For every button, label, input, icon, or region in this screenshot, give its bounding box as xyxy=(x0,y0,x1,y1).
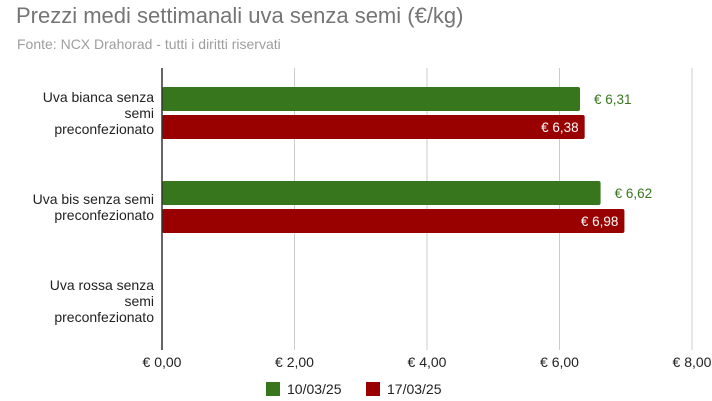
category-label: Uva bis senza semi xyxy=(33,191,154,207)
legend-swatch xyxy=(366,382,380,396)
category-label: semi xyxy=(124,105,154,121)
bar xyxy=(162,87,581,111)
category-label: preconfezionato xyxy=(54,121,154,137)
x-tick-label: € 8,00 xyxy=(673,354,712,370)
legend-item[interactable]: 10/03/25 xyxy=(266,380,342,398)
category-label: preconfezionato xyxy=(54,207,154,223)
x-tick-label: € 6,00 xyxy=(540,354,579,370)
category-label: semi xyxy=(124,293,154,309)
category-label: preconfezionato xyxy=(54,309,154,325)
data-label: € 6,31 xyxy=(594,92,632,107)
x-tick-label: € 4,00 xyxy=(408,354,447,370)
legend-item[interactable]: 17/03/25 xyxy=(366,380,442,398)
data-label: € 6,38 xyxy=(541,120,579,135)
chart-title: Prezzi medi settimanali uva senza semi (… xyxy=(16,3,464,28)
legend: 10/03/25 17/03/25 xyxy=(0,380,712,398)
data-label: € 6,98 xyxy=(581,214,619,229)
bar xyxy=(162,115,585,139)
legend-swatch xyxy=(266,382,280,396)
legend-label: 10/03/25 xyxy=(287,381,342,397)
x-tick-label: € 0,00 xyxy=(143,354,182,370)
chart-subtitle: Fonte: NCX Drahorad - tutti i diritti ri… xyxy=(17,36,281,52)
category-label: Uva bianca senza xyxy=(43,89,155,105)
x-tick-label: € 2,00 xyxy=(275,354,314,370)
legend-label: 17/03/25 xyxy=(387,381,442,397)
data-label: € 6,62 xyxy=(615,186,653,201)
bar xyxy=(162,209,625,233)
bar xyxy=(162,181,601,205)
category-label: Uva rossa senza xyxy=(50,277,154,293)
